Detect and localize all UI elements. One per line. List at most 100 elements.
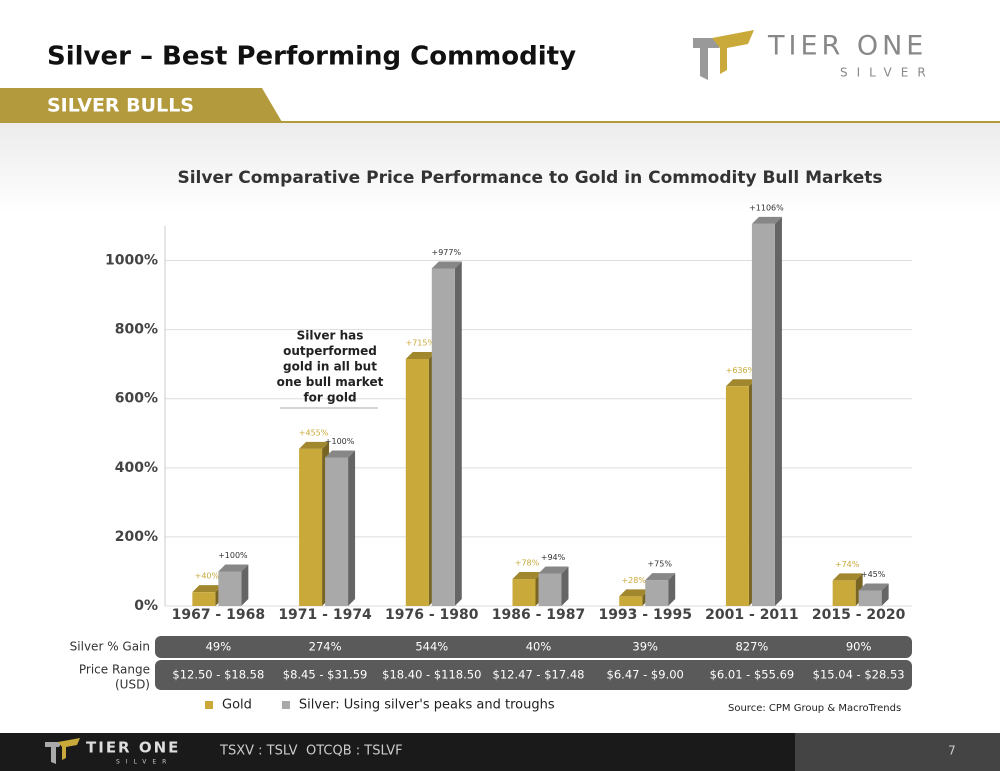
bar	[299, 448, 323, 606]
table-cell: 39%	[632, 640, 658, 654]
row-label: Price Range	[79, 663, 150, 677]
ticker: TSXV : TSLV	[219, 744, 298, 759]
bar	[192, 592, 216, 606]
y-tick-label: 400%	[115, 460, 158, 476]
callout: Silver has	[297, 329, 364, 343]
bar-top	[192, 585, 223, 593]
table-cell: $6.47 - $9.00	[607, 668, 684, 682]
logo-sub: SILVER	[840, 66, 935, 80]
slide-title: Silver – Best Performing Commodity	[47, 42, 576, 72]
table-cell: 49%	[206, 640, 232, 654]
value-label: +75%	[647, 560, 672, 569]
bar-side	[348, 450, 356, 606]
bar-top	[538, 566, 569, 574]
bar-side	[241, 564, 249, 606]
legend-label: Gold	[222, 698, 252, 713]
row-label: Silver % Gain	[70, 640, 150, 654]
callout: one bull market	[277, 375, 384, 389]
y-tick-label: 1000%	[105, 253, 158, 269]
table-cell: $12.47 - $17.48	[493, 668, 585, 682]
logo-text: TIER ONE	[767, 31, 927, 62]
footer-logo-sub: SILVER	[116, 759, 172, 766]
table-cell: $15.04 - $28.53	[813, 668, 905, 682]
x-tick-label: 2015 - 2020	[812, 607, 906, 623]
bar-side	[454, 261, 462, 606]
table-row	[155, 636, 912, 658]
bar	[325, 457, 349, 606]
bar	[645, 580, 669, 606]
y-tick-label: 0%	[134, 598, 158, 614]
callout: for gold	[303, 391, 356, 405]
bar-top	[832, 573, 863, 581]
bar-top	[858, 583, 889, 591]
footer-logo-mark	[58, 738, 80, 760]
bar	[218, 571, 242, 606]
x-tick-label: 1993 - 1995	[598, 607, 692, 623]
value-label: +40%	[195, 572, 220, 581]
table-cell: $12.50 - $18.58	[172, 668, 264, 682]
value-label: +100%	[218, 551, 248, 560]
table-row	[155, 660, 912, 690]
value-label: +74%	[835, 560, 860, 569]
logo-mark	[712, 30, 754, 74]
footer-page-box	[795, 733, 1000, 771]
bar-side	[881, 583, 889, 606]
value-label: +78%	[515, 559, 540, 568]
value-label: +455%	[299, 428, 329, 437]
table-cell: $6.01 - $55.69	[710, 668, 795, 682]
bar	[512, 579, 536, 606]
bar	[832, 580, 856, 606]
value-label: +715%	[405, 339, 435, 348]
y-tick-label: 200%	[115, 529, 158, 545]
bar-side	[668, 573, 676, 606]
x-tick-label: 1986 - 1987	[492, 607, 586, 623]
bar-top	[751, 216, 782, 224]
value-label: +94%	[541, 553, 566, 562]
bar-side	[774, 216, 782, 606]
source: Source: CPM Group & MacroTrends	[728, 703, 901, 714]
table-cell: $8.45 - $31.59	[283, 668, 368, 682]
bar-top	[431, 261, 462, 269]
footer-logo-mark	[45, 742, 62, 764]
y-tick-label: 800%	[115, 322, 158, 338]
bar-top	[299, 441, 330, 449]
ticker: OTCQB : TSLVF	[306, 744, 403, 759]
bar-top	[619, 589, 650, 597]
logo-mark	[693, 38, 725, 80]
x-tick-label: 1967 - 1968	[172, 607, 266, 623]
value-label: +977%	[431, 248, 461, 257]
value-label: +1106%	[749, 203, 784, 212]
bar	[538, 573, 562, 606]
legend-label: Silver: Using silver's peaks and troughs	[299, 698, 555, 713]
bar-top	[512, 572, 543, 580]
page-number: 7	[948, 744, 956, 758]
annotation: +100%	[325, 437, 355, 446]
bar-top	[405, 352, 436, 359]
section-title: SILVER BULLS	[47, 95, 194, 117]
table-cell: 90%	[846, 640, 872, 654]
bar	[858, 590, 882, 606]
x-tick-label: 1971 - 1974	[278, 607, 372, 623]
bar	[405, 359, 429, 606]
value-label: +636%	[726, 366, 756, 375]
x-tick-label: 2001 - 2011	[705, 607, 799, 623]
bar-top	[325, 450, 356, 458]
bar	[751, 223, 775, 606]
callout: gold in all but	[283, 360, 377, 374]
value-label: +28%	[621, 576, 646, 585]
table-cell: $18.40 - $118.50	[382, 668, 481, 682]
row-label: (USD)	[115, 678, 150, 692]
bar-top	[218, 564, 249, 572]
x-tick-label: 1976 - 1980	[385, 607, 479, 623]
bar-side	[561, 566, 569, 606]
section-band	[0, 88, 282, 122]
bar-top	[725, 379, 756, 387]
table-cell: 827%	[735, 640, 768, 654]
bar-top	[645, 573, 676, 581]
y-tick-label: 600%	[115, 391, 158, 407]
callout: outperformed	[283, 344, 377, 358]
content-bg	[0, 123, 1000, 733]
value-label: +45%	[861, 570, 886, 579]
table-cell: 544%	[415, 640, 448, 654]
